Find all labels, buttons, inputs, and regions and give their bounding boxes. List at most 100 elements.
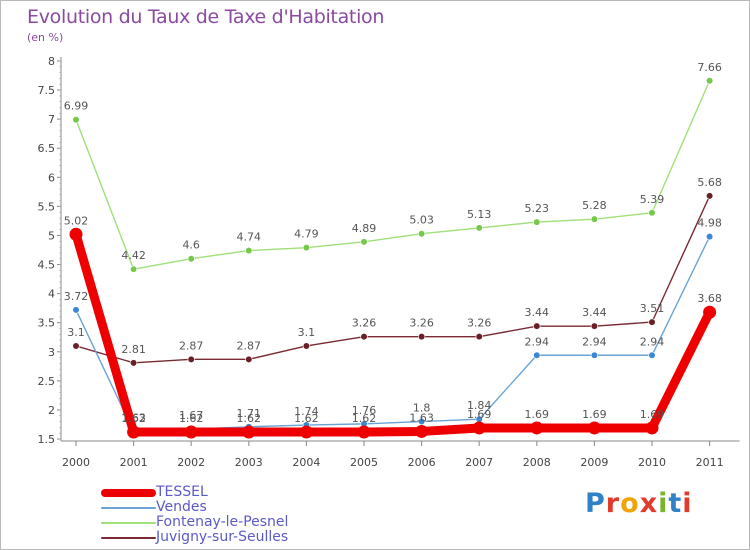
logo-letter: x	[639, 488, 659, 519]
legend-swatch-fontenay	[101, 522, 156, 524]
unit-label: (en %)	[27, 31, 64, 44]
data-label-vendes: 1.67	[179, 409, 204, 422]
x-tick-label: 2002	[177, 456, 205, 469]
y-tick-label: 3.5	[38, 317, 56, 330]
data-label-fontenay-le-pesnel: 7.66	[697, 61, 722, 74]
data-label-juvigny-sur-seulles: 2.87	[237, 339, 262, 352]
data-point-tessel	[472, 421, 486, 435]
data-label-tessel: 1.69	[582, 408, 607, 421]
legend-item-vendes: Vendes	[101, 499, 331, 515]
data-label-fontenay-le-pesnel: 5.03	[409, 214, 434, 227]
data-label-fontenay-le-pesnel: 5.13	[467, 208, 492, 221]
data-label-vendes: 2.94	[582, 335, 607, 348]
data-label-juvigny-sur-seulles: 2.87	[179, 339, 204, 352]
y-tick-label: 6.5	[38, 142, 56, 155]
data-point-fontenay-le-pesnel	[590, 215, 599, 223]
chart-title: Evolution du Taux de Taxe d'Habitation	[27, 6, 385, 28]
data-label-vendes: 2.94	[640, 335, 665, 348]
data-point-tessel	[127, 425, 141, 439]
y-tick-label: 7.5	[38, 84, 56, 97]
data-label-vendes: 1.74	[294, 405, 319, 418]
data-label-juvigny-sur-seulles: 3.1	[298, 326, 316, 339]
data-point-vendes	[705, 233, 714, 241]
y-tick-label: 7	[48, 113, 55, 126]
y-tick-label: 4	[48, 288, 55, 301]
data-point-tessel	[69, 227, 83, 241]
data-point-juvigny-sur-seulles	[533, 322, 541, 330]
legend-swatch-tessel	[101, 489, 156, 497]
data-label-fontenay-le-pesnel: 4.6	[182, 239, 200, 252]
y-tick-label: 2.5	[38, 375, 56, 388]
x-tick-label: 2009	[580, 456, 608, 469]
proxiti-logo: Proxiti	[585, 488, 693, 519]
data-point-fontenay-le-pesnel	[533, 218, 541, 226]
legend-label-fontenay: Fontenay-le-Pesnel	[156, 514, 289, 530]
legend: TESSEL Vendes Fontenay-le-Pesnel Juvigny…	[101, 484, 331, 545]
data-label-vendes: 1.63	[121, 411, 146, 424]
data-point-fontenay-le-pesnel	[130, 265, 138, 273]
y-tick-label: 2	[48, 404, 55, 417]
data-point-vendes	[590, 351, 599, 359]
data-label-vendes: 1.71	[237, 407, 262, 420]
data-point-juvigny-sur-seulles	[302, 342, 311, 350]
x-tick-label: 2003	[235, 456, 263, 469]
y-tick-label: 8	[48, 55, 55, 68]
data-label-vendes: 1.8	[413, 402, 431, 415]
data-label-juvigny-sur-seulles: 5.68	[697, 176, 722, 189]
data-label-fontenay-le-pesnel: 4.42	[121, 249, 146, 262]
data-label-fontenay-le-pesnel: 6.99	[64, 100, 89, 113]
data-label-vendes: 3.72	[64, 290, 89, 303]
legend-swatch-vendes	[101, 507, 156, 509]
data-label-juvigny-sur-seulles: 3.26	[467, 317, 492, 330]
x-tick-label: 2011	[696, 456, 724, 469]
data-point-vendes	[533, 351, 541, 359]
data-point-juvigny-sur-seulles	[360, 333, 368, 341]
data-label-tessel: 5.02	[64, 214, 89, 227]
data-point-fontenay-le-pesnel	[418, 230, 426, 238]
data-point-juvigny-sur-seulles	[590, 322, 599, 330]
data-point-vendes	[648, 351, 656, 359]
data-label-tessel: 1.62	[121, 412, 146, 425]
series-line-juvigny-sur-seulles	[75, 195, 711, 364]
data-point-tessel	[299, 425, 313, 439]
data-point-fontenay-le-pesnel	[705, 77, 714, 85]
logo-letter: i	[658, 488, 669, 519]
x-tick-label: 2007	[465, 456, 493, 469]
x-tick-label: 2001	[120, 456, 148, 469]
data-point-tessel	[242, 425, 256, 439]
data-label-fontenay-le-pesnel: 4.89	[352, 222, 377, 235]
x-tick-label: 2000	[62, 456, 90, 469]
data-point-vendes	[418, 417, 426, 426]
data-point-fontenay-le-pesnel	[245, 246, 253, 255]
data-point-tessel	[645, 421, 659, 435]
y-tick-label: 3	[48, 346, 55, 359]
legend-item-fontenay: Fontenay-le-Pesnel	[101, 514, 331, 530]
data-point-tessel	[703, 305, 717, 319]
series-line-vendes	[75, 235, 711, 433]
data-label-tessel: 1.62	[352, 412, 377, 425]
data-label-juvigny-sur-seulles: 3.26	[352, 317, 377, 330]
logo-letter: P	[585, 488, 606, 519]
data-point-juvigny-sur-seulles	[475, 333, 483, 341]
x-tick-label: 2004	[292, 456, 320, 469]
x-tick-label: 2010	[638, 456, 666, 469]
logo-letter: r	[605, 488, 621, 519]
y-tick-label: 6	[48, 171, 55, 184]
legend-label-tessel: TESSEL	[156, 484, 208, 500]
data-label-vendes: 1.84	[467, 399, 492, 412]
data-point-juvigny-sur-seulles	[245, 355, 253, 363]
data-label-juvigny-sur-seulles: 3.44	[525, 306, 550, 319]
data-point-fontenay-le-pesnel	[648, 209, 656, 217]
x-tick-label: 2008	[523, 456, 551, 469]
data-point-fontenay-le-pesnel	[187, 255, 195, 263]
data-label-tessel: 1.63	[409, 411, 434, 424]
data-point-juvigny-sur-seulles	[130, 359, 138, 367]
data-point-tessel	[530, 421, 544, 435]
data-label-juvigny-sur-seulles: 2.81	[121, 343, 146, 356]
data-label-juvigny-sur-seulles: 3.51	[640, 302, 665, 315]
data-label-juvigny-sur-seulles: 3.1	[67, 326, 85, 339]
y-tick-label: 5	[48, 229, 55, 242]
logo-letter: i	[682, 488, 693, 519]
data-label-vendes: 2.94	[525, 335, 550, 348]
